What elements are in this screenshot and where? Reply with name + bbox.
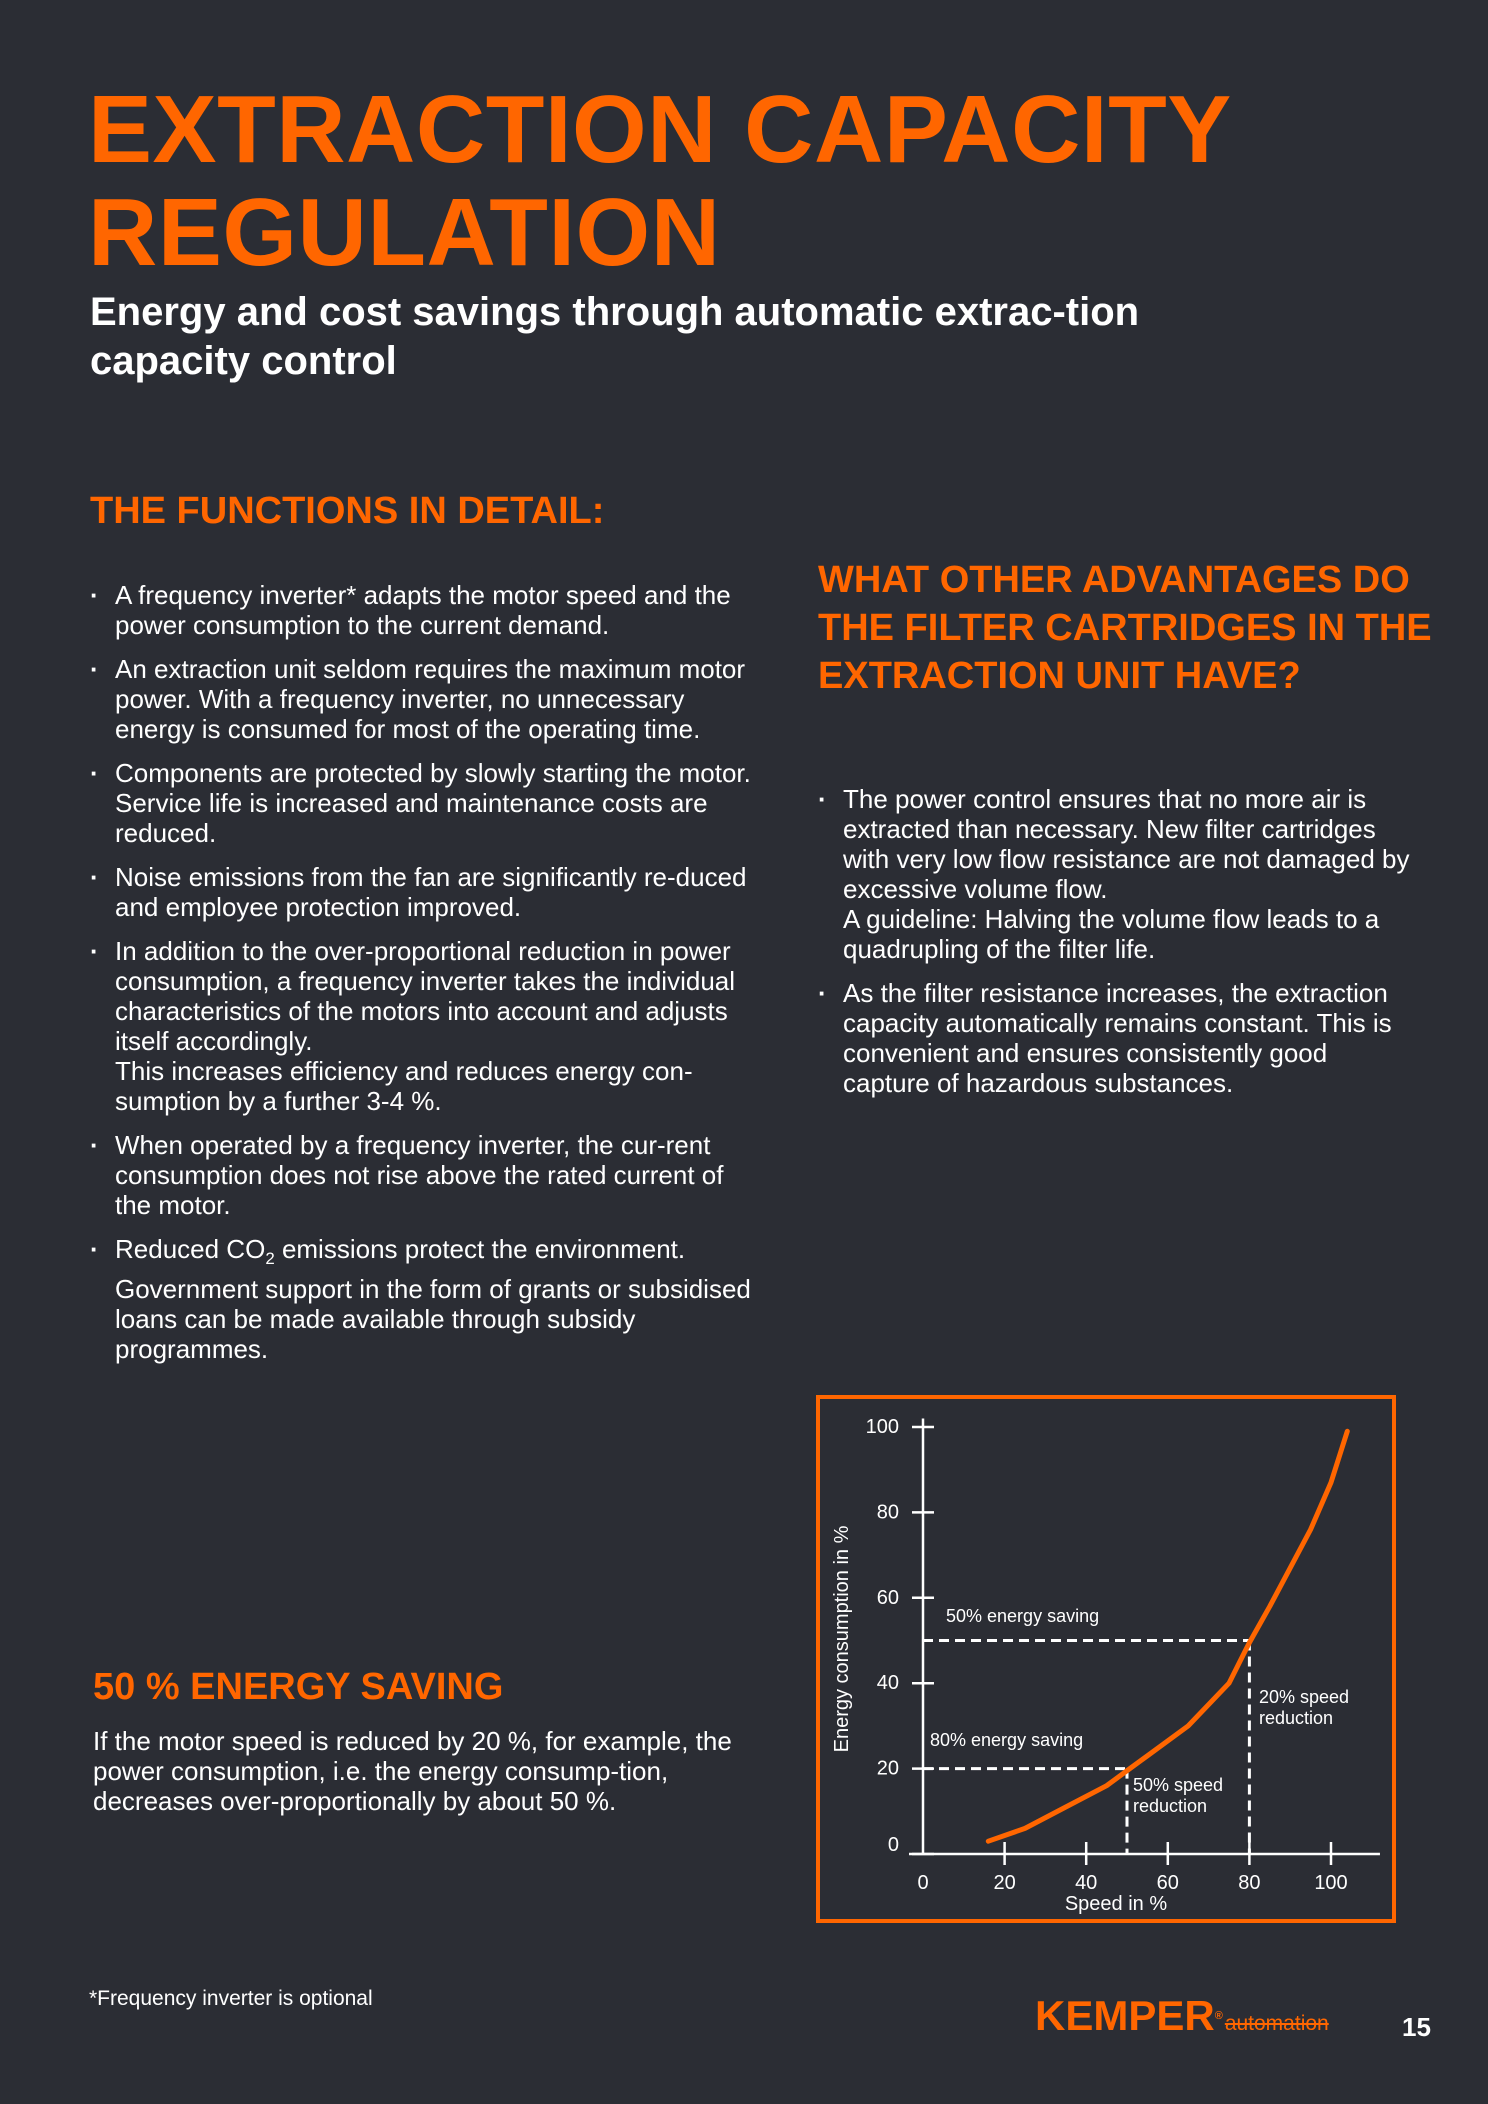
list-item: When operated by a frequency inverter, t… — [90, 1130, 760, 1220]
logo-brand: KEMPER — [1035, 1992, 1215, 2039]
x-tick-label: 0 — [917, 1872, 928, 1894]
x-tick-label: 100 — [1314, 1872, 1347, 1894]
kemper-logo: KEMPER®automation — [1035, 1993, 1329, 2047]
functions-list: A frequency inverter* adapts the motor s… — [90, 580, 760, 1378]
y-tick-label: 20 — [877, 1758, 899, 1780]
list-item-text: emissions protect the environment. Gover… — [115, 1234, 751, 1365]
y-tick-label: 40 — [877, 1672, 899, 1694]
annotation-50-energy-saving: 50% energy saving — [946, 1606, 1099, 1626]
y-tick-label: 60 — [877, 1587, 899, 1609]
annotation-line: 50% speed — [1133, 1775, 1223, 1795]
annotation-line: reduction — [1259, 1708, 1333, 1728]
logo-subtitle: automation — [1224, 2012, 1329, 2035]
annotation-80-energy-saving: 80% energy saving — [930, 1730, 1083, 1750]
x-tick-label: 20 — [993, 1872, 1015, 1894]
footnote: *Frequency inverter is optional — [89, 1987, 373, 2010]
y-tick-label: 100 — [866, 1416, 899, 1438]
list-item: Noise emissions from the fan are signifi… — [90, 862, 760, 922]
list-item: As the filter resistance increases, the … — [818, 978, 1418, 1098]
y-tick-label: 80 — [877, 1501, 899, 1523]
energy-curve — [985, 1428, 1350, 1844]
annotation-line: 20% speed — [1259, 1687, 1349, 1707]
advantages-list: The power control ensures that no more a… — [818, 784, 1418, 1112]
page-subtitle: Energy and cost savings through automati… — [90, 290, 1140, 383]
co2-subscript: 2 — [265, 1249, 275, 1269]
list-item: Reduced CO2 emissions protect the enviro… — [90, 1234, 760, 1364]
x-tick-label: 40 — [1075, 1872, 1097, 1894]
list-item: Components are protected by slowly start… — [90, 758, 760, 848]
title-line-2: REGULATION — [88, 179, 721, 286]
energy-chart-svg: 0 20 40 60 80 100 0 20 40 60 80 100 Speed in % Energy… — [831, 1416, 1380, 1915]
logo-registered: ® — [1214, 2010, 1223, 2022]
y-tick-label: 0 — [888, 1834, 899, 1856]
x-axis-label: Speed in % — [1065, 1893, 1168, 1915]
title-line-1: EXTRACTION CAPACITY — [88, 76, 1232, 183]
page-title: EXTRACTION CAPACITY REGULATION — [88, 78, 1468, 284]
list-item-text: A guideline: Halving the volume flow lea… — [843, 904, 1380, 964]
annotation-20-speed-reduction: 20% speed reduction — [1259, 1687, 1349, 1728]
list-item-text: This increases efficiency and reduces en… — [115, 1056, 693, 1116]
energy-saving-heading: 50 % ENERGY SAVING — [93, 1666, 504, 1708]
page-number: 15 — [1402, 2012, 1431, 2042]
x-tick-label: 80 — [1238, 1872, 1260, 1894]
x-tick-label: 60 — [1157, 1872, 1179, 1894]
annotation-line: reduction — [1133, 1796, 1207, 1816]
list-item-text: The power control ensures that no more a… — [843, 784, 1410, 904]
annotation-50-speed-reduction: 50% speed reduction — [1133, 1775, 1223, 1816]
energy-saving-text: If the motor speed is reduced by 20 %, f… — [93, 1726, 732, 1816]
list-item: The power control ensures that no more a… — [818, 784, 1418, 964]
list-item: An extraction unit seldom requires the m… — [90, 654, 760, 744]
advantages-heading: WHAT OTHER ADVANTAGES DO THE FILTER CART… — [818, 559, 1432, 697]
list-item: In addition to the over-proportional red… — [90, 936, 760, 1116]
list-item-text: In addition to the over-proportional red… — [115, 936, 736, 1056]
list-item: A frequency inverter* adapts the motor s… — [90, 580, 760, 640]
y-axis-label: Energy consumption in % — [831, 1525, 853, 1752]
energy-chart: 0 20 40 60 80 100 0 20 40 60 80 100 Speed in % Energy… — [816, 1395, 1396, 1923]
co2-label: Reduced CO — [115, 1234, 266, 1264]
functions-heading: THE FUNCTIONS IN DETAIL: — [90, 490, 605, 532]
